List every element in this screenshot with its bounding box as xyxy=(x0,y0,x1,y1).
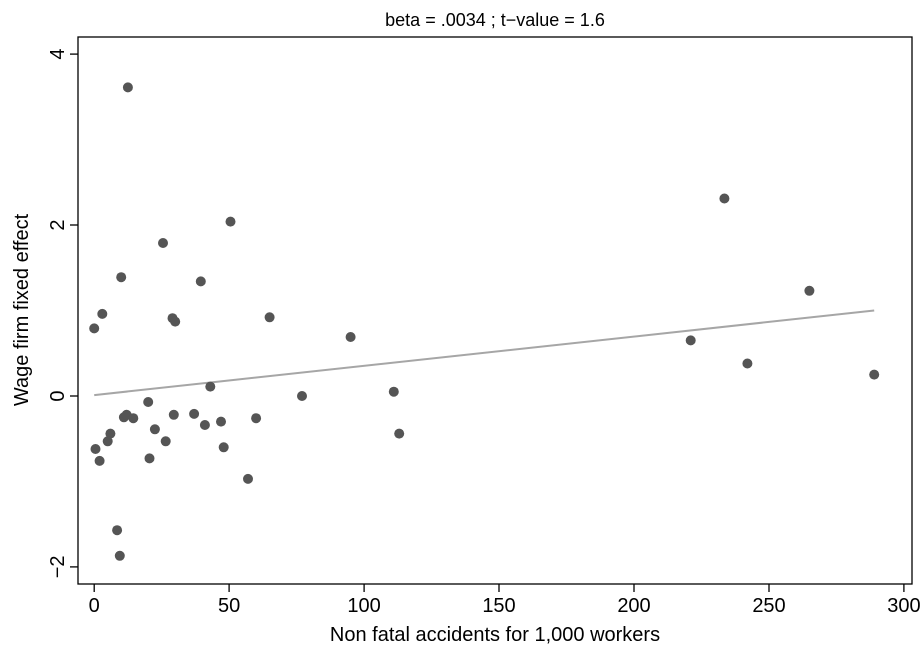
data-point xyxy=(218,442,229,453)
data-point xyxy=(160,436,171,447)
x-tick-label: 300 xyxy=(887,595,920,617)
fit-line-layer xyxy=(94,309,875,397)
data-point xyxy=(243,473,253,484)
y-tick-label: 4 xyxy=(47,49,69,60)
data-point xyxy=(388,386,399,397)
data-point xyxy=(804,285,815,296)
data-point xyxy=(264,312,275,323)
y-tick-label: −2 xyxy=(47,555,69,578)
plot-area-frame xyxy=(77,36,913,585)
data-point xyxy=(199,420,210,430)
data-point xyxy=(195,276,206,287)
data-point xyxy=(345,332,356,342)
data-point xyxy=(168,409,179,420)
x-tick-label: 0 xyxy=(89,595,100,617)
data-point xyxy=(90,444,101,454)
y-tick-label: 2 xyxy=(47,219,69,230)
data-point xyxy=(122,82,133,93)
data-point xyxy=(128,413,139,424)
data-point xyxy=(394,428,405,439)
data-point xyxy=(89,323,100,334)
data-point xyxy=(685,335,696,346)
data-point xyxy=(144,453,155,464)
data-point xyxy=(105,428,116,439)
data-point xyxy=(94,455,105,466)
data-point xyxy=(297,391,307,401)
data-point xyxy=(189,408,200,419)
x-tick-label: 100 xyxy=(347,595,380,617)
x-tick-label: 250 xyxy=(752,595,785,617)
data-point xyxy=(216,416,226,427)
y-axis-title: Wage firm fixed effect xyxy=(11,213,33,406)
data-point xyxy=(719,193,730,204)
x-axis-title: Non fatal accidents for 1,000 workers xyxy=(330,624,660,646)
data-point xyxy=(102,436,113,447)
y-tick-label: 0 xyxy=(47,390,69,401)
x-tick-label: 150 xyxy=(482,595,515,617)
x-tick-label: 200 xyxy=(617,595,650,617)
data-point xyxy=(742,358,753,369)
data-point xyxy=(251,413,262,424)
data-point xyxy=(205,381,216,392)
data-point xyxy=(97,308,108,319)
data-point xyxy=(112,525,123,536)
data-point xyxy=(225,216,236,227)
data-point xyxy=(114,550,125,561)
data-point xyxy=(869,369,880,380)
data-point xyxy=(170,316,181,327)
data-point xyxy=(158,238,168,248)
fit-line xyxy=(94,309,875,397)
data-point xyxy=(143,397,154,407)
data-point xyxy=(149,424,160,435)
data-point xyxy=(116,272,127,283)
y-axis: −2 0 2 4 xyxy=(47,49,78,578)
scatter-points xyxy=(89,82,880,561)
chart-title: beta = .0034 ; t−value = 1.6 xyxy=(385,10,605,30)
x-tick-label: 50 xyxy=(218,595,240,617)
x-axis: 0 50 100 150 200 250 300 xyxy=(89,584,921,617)
